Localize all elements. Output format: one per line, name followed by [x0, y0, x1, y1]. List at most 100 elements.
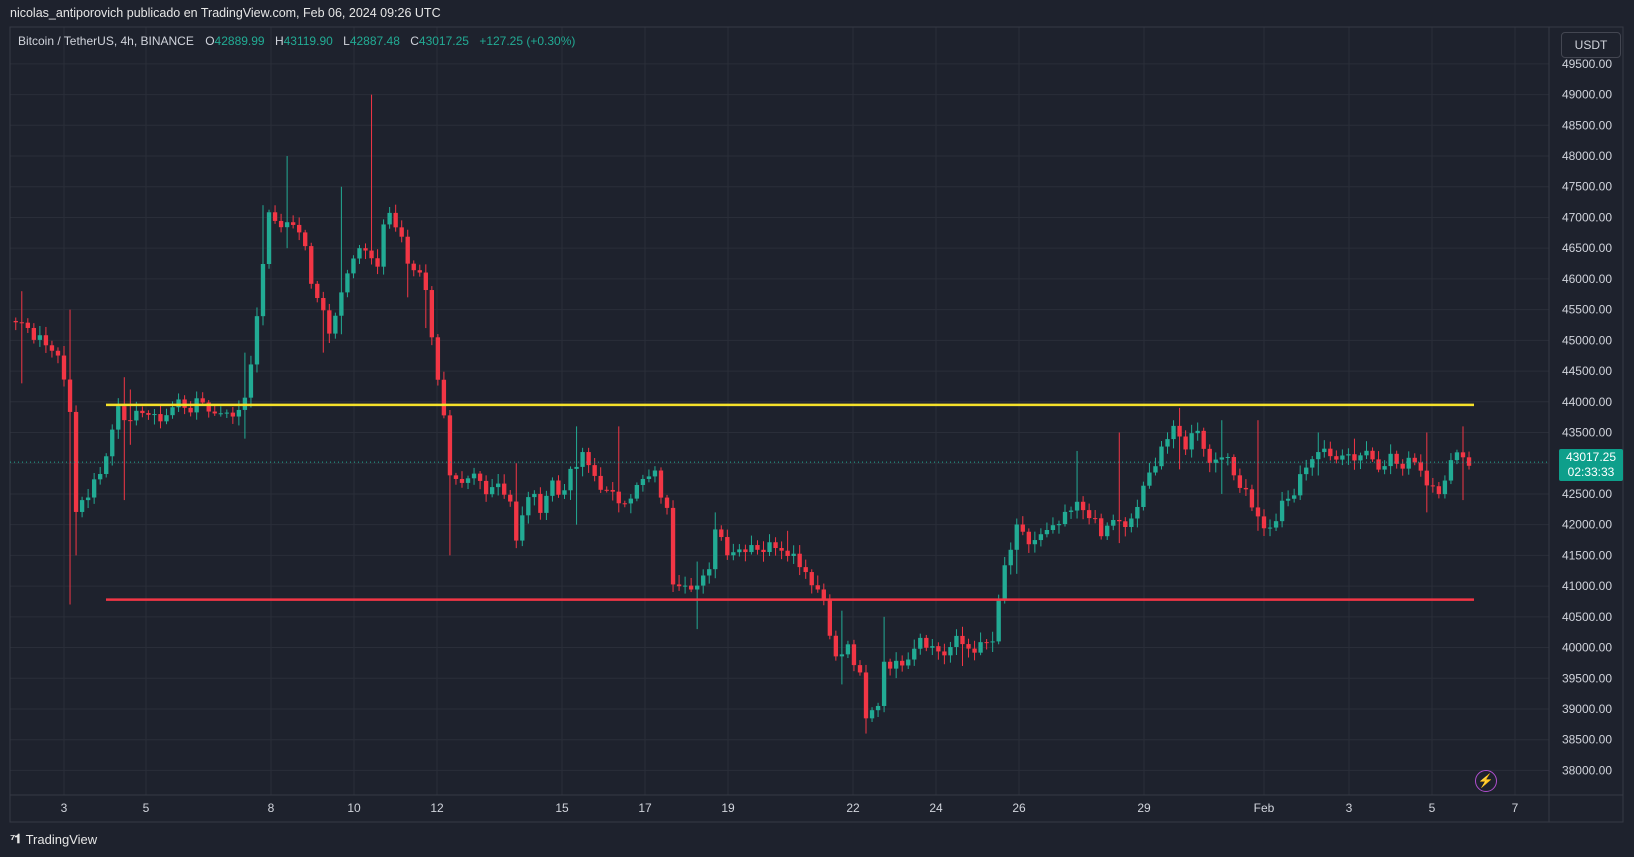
- candle[interactable]: [483, 475, 489, 502]
- candle[interactable]: [1014, 518, 1019, 574]
- candle[interactable]: [206, 400, 211, 418]
- candle[interactable]: [327, 303, 332, 344]
- candle[interactable]: [1249, 484, 1255, 512]
- candle[interactable]: [429, 286, 435, 346]
- candle[interactable]: [652, 466, 658, 483]
- candle[interactable]: [37, 325, 43, 347]
- candle[interactable]: [1382, 460, 1387, 475]
- candle[interactable]: [1068, 506, 1074, 519]
- candle[interactable]: [875, 702, 881, 717]
- candle[interactable]: [272, 205, 278, 224]
- candle[interactable]: [737, 544, 742, 557]
- candle[interactable]: [1418, 454, 1423, 477]
- candle[interactable]: [91, 472, 97, 504]
- candle[interactable]: [284, 156, 290, 249]
- candle[interactable]: [1310, 455, 1315, 476]
- candle[interactable]: [592, 457, 597, 482]
- candle[interactable]: [1430, 477, 1436, 493]
- symbol-label[interactable]: Bitcoin / TetherUS, 4h, BINANCE: [18, 34, 194, 48]
- candle[interactable]: [670, 500, 676, 593]
- candle[interactable]: [447, 409, 453, 556]
- candle[interactable]: [893, 652, 899, 679]
- candle[interactable]: [990, 631, 995, 652]
- candle[interactable]: [863, 664, 869, 734]
- candle[interactable]: [851, 639, 857, 672]
- candle[interactable]: [803, 559, 808, 579]
- candle[interactable]: [13, 317, 18, 331]
- candle[interactable]: [1285, 490, 1291, 507]
- candle[interactable]: [520, 506, 525, 547]
- candle[interactable]: [731, 543, 736, 561]
- candle[interactable]: [1099, 513, 1104, 540]
- candle[interactable]: [477, 471, 483, 490]
- candle[interactable]: [508, 490, 513, 507]
- candle[interactable]: [423, 264, 428, 329]
- candle[interactable]: [664, 494, 670, 515]
- candle[interactable]: [1189, 424, 1194, 458]
- candle[interactable]: [489, 479, 495, 498]
- candle[interactable]: [586, 447, 591, 473]
- candle[interactable]: [146, 410, 151, 420]
- lightning-icon[interactable]: ⚡: [1475, 770, 1497, 792]
- candle[interactable]: [514, 463, 519, 549]
- candle[interactable]: [1207, 444, 1212, 473]
- candle[interactable]: [532, 490, 537, 506]
- candle[interactable]: [598, 467, 603, 493]
- candle[interactable]: [1183, 430, 1188, 455]
- candle[interactable]: [1195, 422, 1200, 441]
- candle[interactable]: [1020, 516, 1025, 536]
- candle[interactable]: [1171, 420, 1176, 449]
- candle[interactable]: [942, 643, 947, 665]
- candle[interactable]: [936, 642, 941, 660]
- candle[interactable]: [574, 426, 579, 525]
- candle[interactable]: [845, 640, 851, 659]
- candle[interactable]: [19, 291, 24, 384]
- candle[interactable]: [303, 229, 308, 251]
- candle[interactable]: [978, 632, 983, 656]
- candle[interactable]: [616, 426, 621, 513]
- candle[interactable]: [857, 660, 863, 676]
- candle[interactable]: [682, 576, 688, 594]
- candle[interactable]: [1352, 438, 1357, 470]
- candle[interactable]: [694, 561, 700, 630]
- candle[interactable]: [1135, 499, 1140, 528]
- candle[interactable]: [725, 529, 730, 560]
- candle[interactable]: [821, 583, 826, 606]
- candle[interactable]: [900, 655, 905, 672]
- candle[interactable]: [1316, 432, 1321, 476]
- candle[interactable]: [1159, 441, 1164, 470]
- candle[interactable]: [73, 405, 79, 556]
- candle[interactable]: [628, 493, 634, 514]
- candle[interactable]: [188, 401, 193, 417]
- candle[interactable]: [1394, 450, 1399, 469]
- candle[interactable]: [634, 482, 640, 502]
- candle[interactable]: [556, 475, 561, 498]
- candle[interactable]: [930, 639, 935, 656]
- candle[interactable]: [1376, 451, 1381, 473]
- candle[interactable]: [1086, 503, 1092, 525]
- candle[interactable]: [1279, 491, 1285, 528]
- candle[interactable]: [1255, 420, 1261, 531]
- candle[interactable]: [948, 641, 953, 663]
- candle[interactable]: [797, 545, 802, 576]
- candle[interactable]: [333, 312, 338, 339]
- candle[interactable]: [1454, 449, 1460, 465]
- candle[interactable]: [743, 544, 748, 562]
- candle[interactable]: [230, 406, 236, 424]
- candle[interactable]: [357, 244, 362, 264]
- candle[interactable]: [496, 474, 501, 496]
- candle[interactable]: [43, 326, 49, 353]
- candle[interactable]: [1123, 517, 1128, 537]
- footer-brand[interactable]: ⁷𝟏 TradingView: [10, 831, 97, 847]
- candle[interactable]: [640, 474, 646, 492]
- candle[interactable]: [278, 213, 284, 233]
- candle[interactable]: [1442, 475, 1448, 499]
- candle[interactable]: [1322, 440, 1327, 458]
- candle[interactable]: [779, 541, 784, 560]
- candle[interactable]: [1117, 432, 1122, 544]
- candle[interactable]: [254, 307, 260, 373]
- candle[interactable]: [827, 594, 832, 640]
- candle[interactable]: [67, 309, 73, 605]
- candle[interactable]: [719, 525, 724, 541]
